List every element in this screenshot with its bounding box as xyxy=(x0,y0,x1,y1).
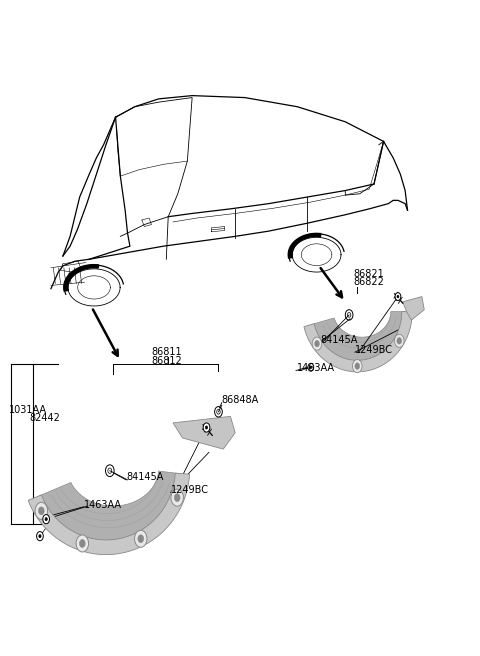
Circle shape xyxy=(355,363,360,369)
Text: 1249BC: 1249BC xyxy=(170,485,209,495)
Polygon shape xyxy=(304,312,412,372)
Text: 84145A: 84145A xyxy=(127,472,164,482)
Text: 84145A: 84145A xyxy=(321,335,358,345)
Text: 82442: 82442 xyxy=(29,413,60,423)
Circle shape xyxy=(395,335,404,348)
Circle shape xyxy=(397,295,399,298)
Polygon shape xyxy=(64,264,99,291)
Circle shape xyxy=(205,426,208,429)
Text: 1031AA: 1031AA xyxy=(9,405,48,415)
Circle shape xyxy=(36,531,43,541)
Circle shape xyxy=(138,535,144,543)
Text: 86811: 86811 xyxy=(152,347,182,358)
Circle shape xyxy=(203,423,210,432)
Circle shape xyxy=(352,359,362,373)
Circle shape xyxy=(80,539,85,547)
Circle shape xyxy=(397,338,402,344)
Circle shape xyxy=(308,363,314,371)
Circle shape xyxy=(134,530,147,547)
Circle shape xyxy=(39,535,41,538)
Circle shape xyxy=(171,489,183,506)
Text: 1463AA: 1463AA xyxy=(84,500,122,510)
Polygon shape xyxy=(403,297,424,320)
Text: 1249BC: 1249BC xyxy=(355,344,393,355)
Text: 1463AA: 1463AA xyxy=(297,363,335,373)
Text: 86821: 86821 xyxy=(353,269,384,279)
Circle shape xyxy=(310,366,312,369)
Circle shape xyxy=(45,518,48,521)
Circle shape xyxy=(35,502,48,520)
Circle shape xyxy=(314,340,319,347)
Circle shape xyxy=(43,514,49,523)
Circle shape xyxy=(38,507,44,515)
Polygon shape xyxy=(173,417,235,449)
Polygon shape xyxy=(311,312,405,364)
Circle shape xyxy=(312,337,322,350)
Circle shape xyxy=(395,293,401,300)
Polygon shape xyxy=(28,473,190,554)
Circle shape xyxy=(174,494,180,502)
Polygon shape xyxy=(39,471,178,543)
Circle shape xyxy=(76,535,88,552)
Text: 86822: 86822 xyxy=(353,277,384,287)
Polygon shape xyxy=(288,234,321,258)
Text: 86848A: 86848A xyxy=(222,395,259,405)
Text: 86812: 86812 xyxy=(152,356,182,366)
